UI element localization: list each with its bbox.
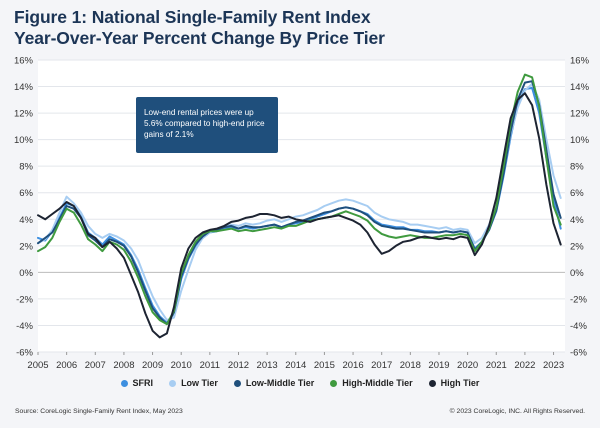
legend-label: High Tier [440,378,480,388]
y-tick-label-right: 0% [570,268,584,279]
legend-swatch [330,379,338,387]
source-note: Source: CoreLogic Single-Family Rent Ind… [15,408,183,415]
y-tick-label-left: 2% [19,241,33,252]
legend-swatch [428,379,436,387]
y-tick-label-right: 12% [570,109,590,120]
y-tick-label-right: 2% [570,241,584,252]
y-tick-label-right: -2% [570,294,587,305]
plot-area [38,60,565,352]
x-tick-label: 2018 [400,360,421,371]
x-tick-label: 2021 [486,360,507,371]
legend-label: Low-Middle Tier [245,378,315,388]
y-tick-label-right: 16% [570,56,590,67]
legend-item: High Tier [428,378,480,388]
x-tick-label: 2015 [314,360,335,371]
series-line-high-tier [37,92,562,339]
series-line-low-tier [37,82,562,322]
y-tick-label-right: 10% [570,135,590,146]
legend-item: Low-Middle Tier [233,378,315,388]
x-tick-label: 2012 [228,360,249,371]
x-tick-label: 2019 [428,360,449,371]
y-tick-label-left: 10% [14,135,34,146]
x-tick-label: 2014 [285,360,306,371]
line-chart: 16% 16% 14% 14% 12% 12% 10% 10% 8% 8% 6% 6% 4% 4% 2% 2%… [14,56,590,372]
legend-swatch [169,379,177,387]
x-tick-label: 2007 [85,360,106,371]
y-tick-label-right: 4% [570,215,584,226]
y-tick-label-right: 14% [570,82,590,93]
legend-label: High-Middle Tier [342,378,413,388]
y-tick-label-left: 14% [14,82,34,93]
legend-swatch [120,379,128,387]
x-tick-label: 2017 [371,360,392,371]
y-tick-label-right: 6% [570,188,584,199]
x-tick-label: 2011 [200,360,220,371]
x-tick-label: 2005 [27,360,48,371]
chart-legend: SFRI Low Tier Low-Middle Tier High-Middle T… [0,378,600,388]
y-tick-label-right: -6% [570,348,587,359]
chart-title-line1: Figure 1: National Single-Family Rent In… [14,7,371,27]
y-tick-label-left: -2% [16,294,33,305]
chart-title: Figure 1: National Single-Family Rent In… [14,7,385,49]
y-tick-label-right: 8% [570,162,584,173]
legend-swatch [233,379,241,387]
legend-label: SFRI [132,378,154,388]
y-tick-label-left: 12% [14,109,34,120]
legend-item: Low Tier [169,378,218,388]
callout-box: Low-end rental prices were up 5.6% compa… [136,97,278,153]
x-tick-label: 2008 [113,360,134,371]
series-line-high-middle-tier [37,73,562,326]
legend-item: High-Middle Tier [330,378,413,388]
x-tick-label: 2010 [171,360,192,371]
y-tick-label-left: 6% [19,188,33,199]
y-tick-label-left: -6% [16,348,33,359]
x-tick-label: 2016 [342,360,363,371]
x-tick-label: 2013 [257,360,278,371]
x-tick-label: 2009 [142,360,163,371]
x-tick-label: 2006 [56,360,77,371]
y-tick-label-left: 16% [14,56,34,67]
copyright-note: © 2023 CoreLogic, INC. All Rights Reserv… [449,408,585,415]
callout-text: Low-end rental prices were up 5.6% compa… [144,108,265,139]
y-tick-label-left: 8% [19,162,33,173]
chart-title-line2: Year-Over-Year Percent Change By Price T… [14,28,385,48]
legend-label: Low Tier [181,378,218,388]
y-tick-label-left: 4% [19,215,33,226]
y-tick-label-left: -4% [16,321,33,332]
x-tick-label: 2022 [514,360,535,371]
x-tick-label: 2023 [543,360,564,371]
y-tick-label-right: -4% [570,321,587,332]
x-tick-label: 2020 [457,360,478,371]
legend-item: SFRI [120,378,154,388]
y-tick-label-left: 0% [19,268,33,279]
